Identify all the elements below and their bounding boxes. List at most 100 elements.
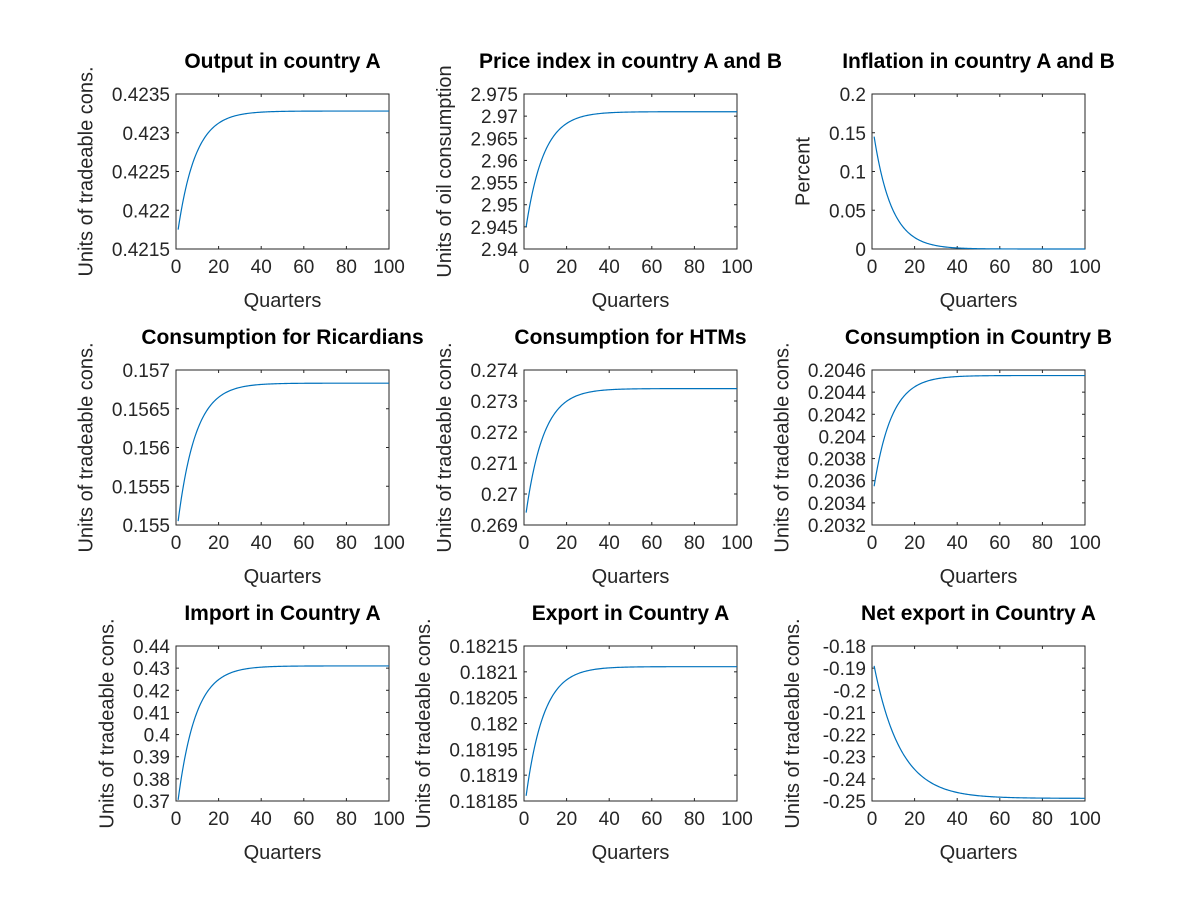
y-axis-label: Units of tradeable cons. <box>75 342 97 552</box>
subplot: 0 20 40 60 80 100 0.155 0.1555 0.156 0.1565 0.157 C… <box>75 326 423 588</box>
series-line <box>873 374 1085 487</box>
axes-frame <box>175 645 390 802</box>
x-tick-label: 20 <box>904 533 925 554</box>
x-tick-label: 0 <box>867 809 878 830</box>
x-tick-label: 20 <box>556 809 577 830</box>
axes-frame <box>871 369 1086 526</box>
subplot-title: Import in Country A <box>184 602 380 625</box>
x-tick-label: 100 <box>373 809 405 830</box>
x-tick-label: 100 <box>1069 257 1101 278</box>
y-tick-label: 0.2034 <box>808 494 867 515</box>
y-axis-label: Units of tradeable cons. <box>75 66 97 276</box>
x-axis-label: Quarters <box>244 290 322 312</box>
y-tick-label: 0.2036 <box>808 472 866 493</box>
y-axis-label: Units of tradeable cons. <box>782 618 804 828</box>
y-tick-label: 0.4225 <box>112 163 170 184</box>
y-tick-label: 0.274 <box>470 361 518 382</box>
x-axis-label: Quarters <box>940 566 1018 588</box>
x-tick-label: 60 <box>641 257 662 278</box>
x-tick-label: 100 <box>721 809 753 830</box>
x-tick-label: 80 <box>1032 533 1053 554</box>
x-axis-label: Quarters <box>592 566 670 588</box>
subplot: 0 20 40 60 80 100 0.269 0.27 0.271 0.272 0.273 0.27… <box>434 326 753 588</box>
series-line <box>525 666 737 796</box>
x-tick-label: 100 <box>1069 809 1101 830</box>
x-tick-label: 0 <box>171 257 182 278</box>
y-tick-label: 0.4235 <box>112 85 170 106</box>
x-tick-label: 40 <box>599 257 620 278</box>
y-tick-label: -0.24 <box>823 770 867 791</box>
y-tick-label: 2.945 <box>470 218 518 239</box>
y-tick-label: 0.2 <box>840 85 866 106</box>
y-tick-label: 2.95 <box>481 196 518 217</box>
y-tick-label: 0.41 <box>133 703 170 724</box>
subplot: 0 20 40 60 80 100 0 0.05 0.1 0.15 0.2 Inflation in … <box>793 50 1115 312</box>
y-tick-label: 0.156 <box>122 439 170 460</box>
axes-frame <box>175 369 390 526</box>
series-line <box>177 110 389 230</box>
subplot-title: Consumption for HTMs <box>514 326 746 349</box>
x-tick-label: 40 <box>251 257 272 278</box>
y-tick-label: 0.422 <box>122 201 170 222</box>
y-tick-label: 0.15 <box>829 124 866 145</box>
subplot-title: Net export in Country A <box>861 602 1096 625</box>
axes-frame <box>523 645 738 802</box>
series-line <box>525 111 737 227</box>
subplot-title: Output in country A <box>184 50 380 73</box>
subplot: 0 20 40 60 80 100-0.25-0.24-0.23-0.22-0.21-0.… <box>782 602 1101 864</box>
y-tick-label: 0.18215 <box>449 637 518 658</box>
x-tick-label: 60 <box>989 533 1010 554</box>
x-tick-label: 20 <box>556 533 577 554</box>
x-axis-label: Quarters <box>592 842 670 864</box>
y-tick-label: 0 <box>855 240 866 261</box>
y-tick-label: 0.204 <box>818 427 866 448</box>
y-axis-label: Units of tradeable cons. <box>434 342 456 552</box>
subplot-title: Consumption in Country B <box>845 326 1112 349</box>
y-tick-label: 0.44 <box>133 637 170 658</box>
x-tick-label: 20 <box>208 257 229 278</box>
y-axis-label: Units of oil consumption <box>434 65 456 277</box>
x-tick-label: 80 <box>1032 257 1053 278</box>
x-tick-label: 20 <box>904 257 925 278</box>
y-tick-label: 0.1821 <box>460 663 518 684</box>
y-axis-label: Units of tradeable cons. <box>413 618 435 828</box>
y-tick-label: 2.975 <box>470 85 518 106</box>
x-tick-label: 100 <box>373 533 405 554</box>
x-tick-label: 100 <box>373 257 405 278</box>
x-tick-label: 0 <box>519 809 530 830</box>
y-axis-label: Units of tradeable cons. <box>771 342 793 552</box>
subplot: 0 20 40 60 80 100 0.4215 0.422 0.4225 0.423 0.4235… <box>75 50 404 312</box>
y-tick-label: 0.18185 <box>449 792 518 813</box>
series-line <box>177 382 389 522</box>
series-line <box>525 388 737 513</box>
axes-frame <box>871 93 1086 250</box>
y-tick-label: 0.05 <box>829 201 866 222</box>
subplot: 0 20 40 60 80 1000.20320.20340.20360.20380.20… <box>771 326 1112 588</box>
y-tick-label: 0.38 <box>133 770 170 791</box>
x-axis-label: Quarters <box>940 842 1018 864</box>
x-axis-label: Quarters <box>940 290 1018 312</box>
x-tick-label: 20 <box>556 257 577 278</box>
subplot: 0 20 40 60 80 100 0.18185 0.1819 0.18195 0.182 0.1… <box>413 602 753 864</box>
x-tick-label: 60 <box>293 533 314 554</box>
y-axis-label: Percent <box>793 137 815 206</box>
y-tick-label: -0.23 <box>823 748 866 769</box>
y-tick-label: 0.182 <box>470 715 518 736</box>
y-tick-label: 0.1555 <box>112 477 170 498</box>
axes-frame <box>523 369 738 526</box>
y-tick-label: 0.42 <box>133 681 170 702</box>
x-tick-label: 0 <box>171 533 182 554</box>
subplot-title: Price index in country A and B <box>479 50 782 73</box>
y-tick-label: 0.269 <box>470 516 518 537</box>
y-tick-label: 0.1 <box>840 163 866 184</box>
x-tick-label: 80 <box>684 809 705 830</box>
x-tick-label: 80 <box>336 257 357 278</box>
x-tick-label: 40 <box>251 809 272 830</box>
x-axis-label: Quarters <box>592 290 670 312</box>
x-tick-label: 0 <box>867 533 878 554</box>
x-tick-label: 0 <box>519 257 530 278</box>
series-line <box>177 665 389 800</box>
x-tick-label: 60 <box>641 809 662 830</box>
x-tick-label: 60 <box>641 533 662 554</box>
